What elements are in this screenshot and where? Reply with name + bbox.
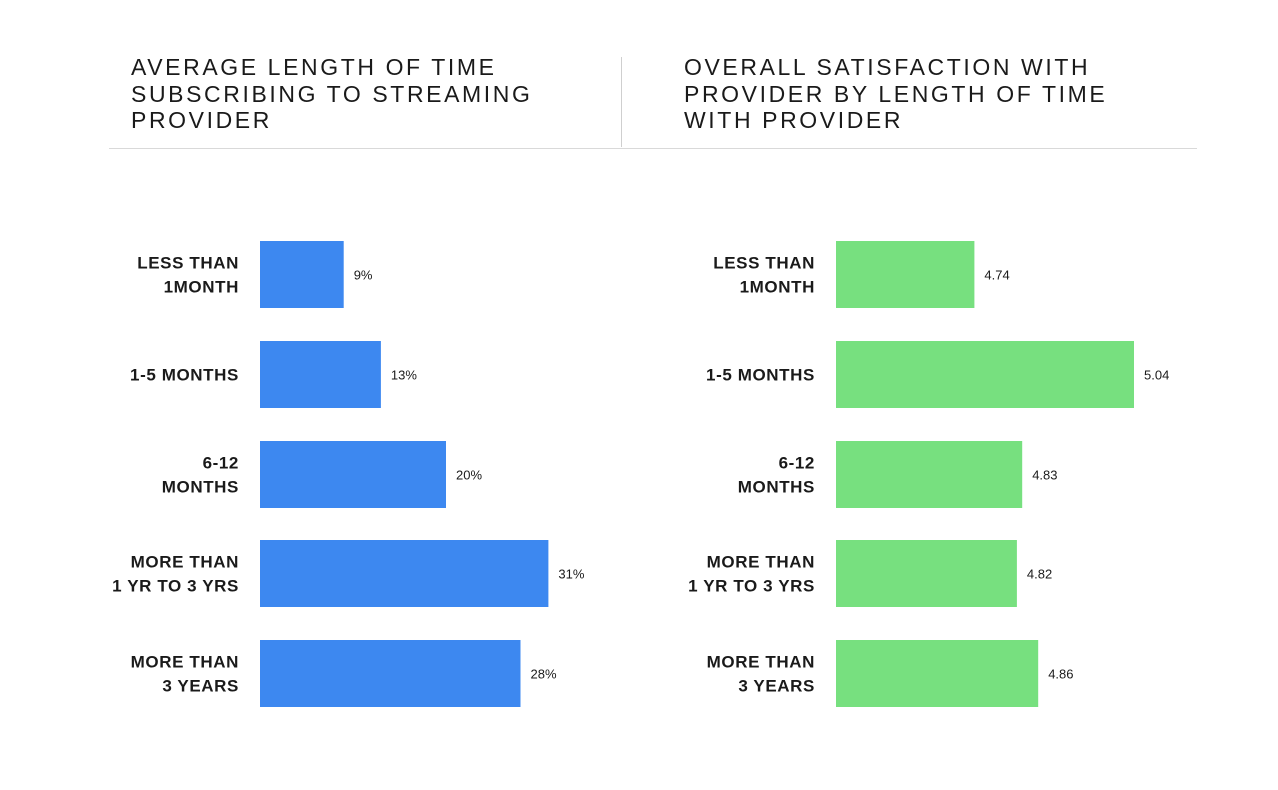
category-label-3-line-1: 1 YR TO 3 YRS [112, 577, 239, 596]
header-divider [109, 148, 1197, 149]
value-label-4: 28% [531, 667, 557, 682]
value-label-2: 4.83 [1032, 468, 1057, 483]
category-label-3-line-0: MORE THAN [707, 553, 815, 572]
value-label-3: 31% [558, 567, 584, 582]
category-label-2-line-1: MONTHS [162, 478, 239, 497]
value-label-4: 4.86 [1048, 667, 1073, 682]
bar-4 [260, 640, 521, 707]
category-label-4-line-0: MORE THAN [707, 653, 815, 672]
bar-1 [260, 341, 381, 408]
category-label-2-line-1: MONTHS [738, 478, 815, 497]
bar-3 [260, 540, 549, 607]
bar-1 [836, 341, 1134, 408]
category-label-0-line-1: 1MONTH [740, 278, 815, 297]
bar-2 [836, 441, 1023, 508]
value-label-0: 9% [354, 268, 373, 283]
vertical-divider [621, 57, 622, 147]
value-label-1: 13% [391, 368, 417, 383]
value-label-2: 20% [456, 468, 482, 483]
category-label-2-line-0: 6-12 [203, 454, 239, 473]
value-label-0: 4.74 [984, 268, 1009, 283]
bar-chart-satisfaction: 4.74 LESS THAN 1MONTH 5.04 1-5 MONTHS 4.83 6-1… [688, 241, 1169, 707]
category-label-0-line-0: LESS THAN [137, 254, 239, 273]
bar-3 [836, 540, 1017, 607]
category-label-4-line-0: MORE THAN [131, 653, 239, 672]
chart-title-right: OVERALL SATISFACTION WITH PROVIDER BY LE… [684, 54, 1108, 133]
category-label-1-line-0: 1-5 MONTHS [706, 366, 815, 385]
bar-2 [260, 441, 446, 508]
bar-chart-subscription-length: 9% LESS THAN 1MONTH 13% 1-5 MONTHS 20% 6-12 MON… [112, 241, 585, 707]
value-label-3: 4.82 [1027, 567, 1052, 582]
category-label-0-line-1: 1MONTH [164, 278, 239, 297]
category-label-0-line-0: LESS THAN [713, 254, 815, 273]
category-label-3-line-0: MORE THAN [131, 553, 239, 572]
category-label-3-line-1: 1 YR TO 3 YRS [688, 577, 815, 596]
bar-0 [836, 241, 975, 308]
bar-0 [260, 241, 344, 308]
category-label-4-line-1: 3 YEARS [738, 677, 815, 696]
chart-title-left: AVERAGE LENGTH OF TIME SUBSCRIBING TO ST… [131, 54, 533, 133]
category-label-4-line-1: 3 YEARS [162, 677, 239, 696]
category-label-2-line-0: 6-12 [779, 454, 815, 473]
value-label-1: 5.04 [1144, 368, 1169, 383]
category-label-1-line-0: 1-5 MONTHS [130, 366, 239, 385]
bar-4 [836, 640, 1039, 707]
